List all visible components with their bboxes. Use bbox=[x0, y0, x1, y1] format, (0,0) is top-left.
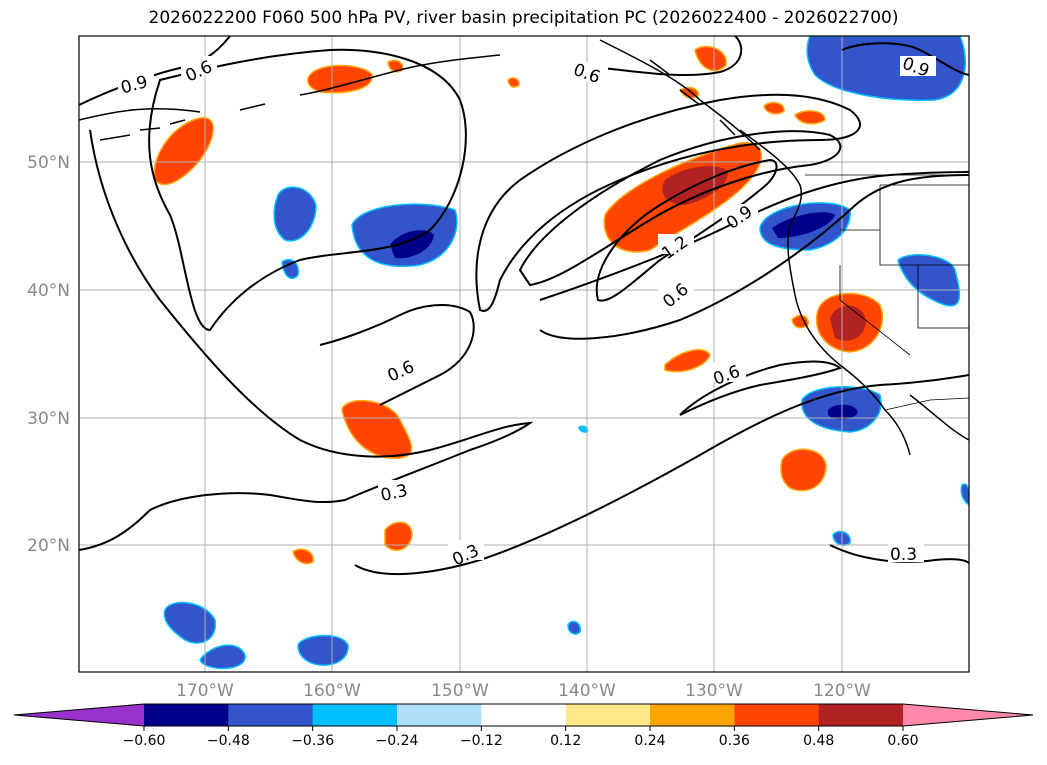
precip-blob-small-blue-4 bbox=[578, 425, 589, 433]
precip-blob-hawaii bbox=[384, 521, 413, 551]
colorbar-tick-label: 0.36 bbox=[719, 733, 750, 749]
us-mexico-border bbox=[884, 397, 969, 411]
precip-blob-sw-blue-3 bbox=[297, 634, 349, 666]
contour-0.6-big bbox=[148, 48, 467, 332]
precip-blob-california-core bbox=[830, 305, 866, 341]
contour-inner-1 bbox=[475, 93, 861, 312]
lon-label: 170°W bbox=[176, 681, 234, 701]
colorbar-tick-label: −0.48 bbox=[207, 733, 250, 749]
precip-blob-nevada-blue bbox=[897, 254, 961, 307]
lon-label: 150°W bbox=[431, 681, 489, 701]
precip-blob-or-blue-core bbox=[772, 212, 835, 238]
precip-blob-mid-pacific bbox=[341, 399, 413, 459]
contour-0.3-outer bbox=[79, 129, 534, 551]
map-background bbox=[79, 36, 969, 672]
colorbar-segment bbox=[481, 704, 567, 726]
contour-0.3-se-lower bbox=[829, 544, 969, 564]
baja-coast bbox=[884, 394, 969, 456]
contour-0.9-nw bbox=[79, 36, 231, 106]
contour-label: 0.3 bbox=[890, 545, 917, 565]
colorbar-segment bbox=[228, 704, 314, 726]
contour-labels: 0.9 0.6 0.6 0.9 1.2 0.9 0.6 0.6 0.6 0.3 … bbox=[118, 54, 936, 570]
colorbar-extend-min bbox=[14, 704, 144, 726]
precip-blob-sw-blue-1 bbox=[163, 601, 216, 644]
colorbar: −0.60 −0.48 −0.36 −0.24 −0.12 0.12 0.24 0.36 0.4… bbox=[13, 703, 1034, 749]
colorbar-segment bbox=[734, 704, 820, 726]
precip-blob-socal-blue-core bbox=[828, 404, 858, 420]
lat-label: 50°N bbox=[27, 153, 70, 173]
lat-label: 20°N bbox=[27, 536, 70, 556]
colorbar-segment bbox=[397, 704, 482, 726]
contour-0.9-ne bbox=[841, 42, 969, 76]
colorbar-segment bbox=[312, 704, 398, 726]
precip-blob-small-3 bbox=[679, 86, 699, 99]
precip-blob-baja bbox=[780, 448, 827, 492]
lon-label: 130°W bbox=[685, 681, 743, 701]
precip-blob-small-blue-5 bbox=[960, 483, 969, 506]
colorbar-tick-label: −0.12 bbox=[460, 733, 503, 749]
us-state-lines bbox=[839, 184, 969, 356]
precip-blob-small-1 bbox=[763, 101, 785, 115]
colorbar-segment bbox=[818, 704, 904, 726]
lon-label: 160°W bbox=[303, 681, 361, 701]
colorbar-tick-label: −0.60 bbox=[123, 733, 166, 749]
contour-0.3-south bbox=[354, 374, 969, 576]
latitude-labels: 50°N 40°N 30°N 20°N bbox=[27, 153, 70, 556]
contour-0.9-se bbox=[539, 171, 969, 301]
precip-blob-ca-small bbox=[791, 314, 809, 329]
precip-blob-hawaii-west bbox=[292, 548, 314, 565]
colorbar-segment bbox=[650, 704, 735, 726]
alaska-coast bbox=[79, 39, 761, 151]
colorbar-tick-label: 0.24 bbox=[634, 733, 665, 749]
precip-blob-tiny-1 bbox=[507, 77, 520, 88]
colorbar-tick-label: 0.12 bbox=[550, 733, 581, 749]
map-frame bbox=[78, 35, 970, 673]
lon-label: 140°W bbox=[558, 681, 616, 701]
bc-islands bbox=[649, 59, 736, 136]
contour-0.6-top bbox=[599, 36, 743, 77]
longitude-labels: 170°W 160°W 150°W 140°W 130°W 120°W bbox=[176, 681, 871, 701]
precip-blob-small-blue-1 bbox=[567, 620, 581, 635]
precip-blob-mid-small bbox=[664, 349, 711, 373]
precip-blob-nw-pacific bbox=[153, 117, 214, 186]
precip-blob-aleutian bbox=[307, 64, 373, 94]
contour-0.6-se bbox=[539, 174, 969, 340]
colorbar-segment bbox=[565, 704, 651, 726]
colorbar-tick-label: −0.36 bbox=[291, 733, 334, 749]
precip-blob-central-blue-core bbox=[390, 230, 434, 259]
colorbar-tick-label: 0.48 bbox=[803, 733, 834, 749]
contour-1.2-core bbox=[595, 158, 778, 302]
precip-blob-small-2 bbox=[794, 110, 826, 125]
colorbar-extend-max bbox=[903, 704, 1033, 726]
precip-blob-nw-blue bbox=[273, 186, 317, 242]
precip-negative-areas bbox=[163, 36, 969, 670]
colorbar-segment bbox=[144, 704, 229, 726]
precip-blob-nw-blue-small bbox=[281, 258, 299, 279]
contour-0.6-south bbox=[319, 304, 475, 406]
lon-label: 120°W bbox=[813, 681, 871, 701]
map-title: 2026022200 F060 500 hPa PV, river basin … bbox=[148, 8, 899, 28]
precip-blob-bc-top bbox=[694, 45, 727, 72]
precip-blob-sw-blue-2 bbox=[199, 644, 246, 670]
colorbar-tick-label: 0.60 bbox=[887, 733, 918, 749]
contour-0.9-core bbox=[518, 130, 842, 287]
lat-label: 40°N bbox=[27, 281, 70, 301]
colorbar-tick-label: −0.24 bbox=[376, 733, 419, 749]
lat-label: 30°N bbox=[27, 409, 70, 429]
